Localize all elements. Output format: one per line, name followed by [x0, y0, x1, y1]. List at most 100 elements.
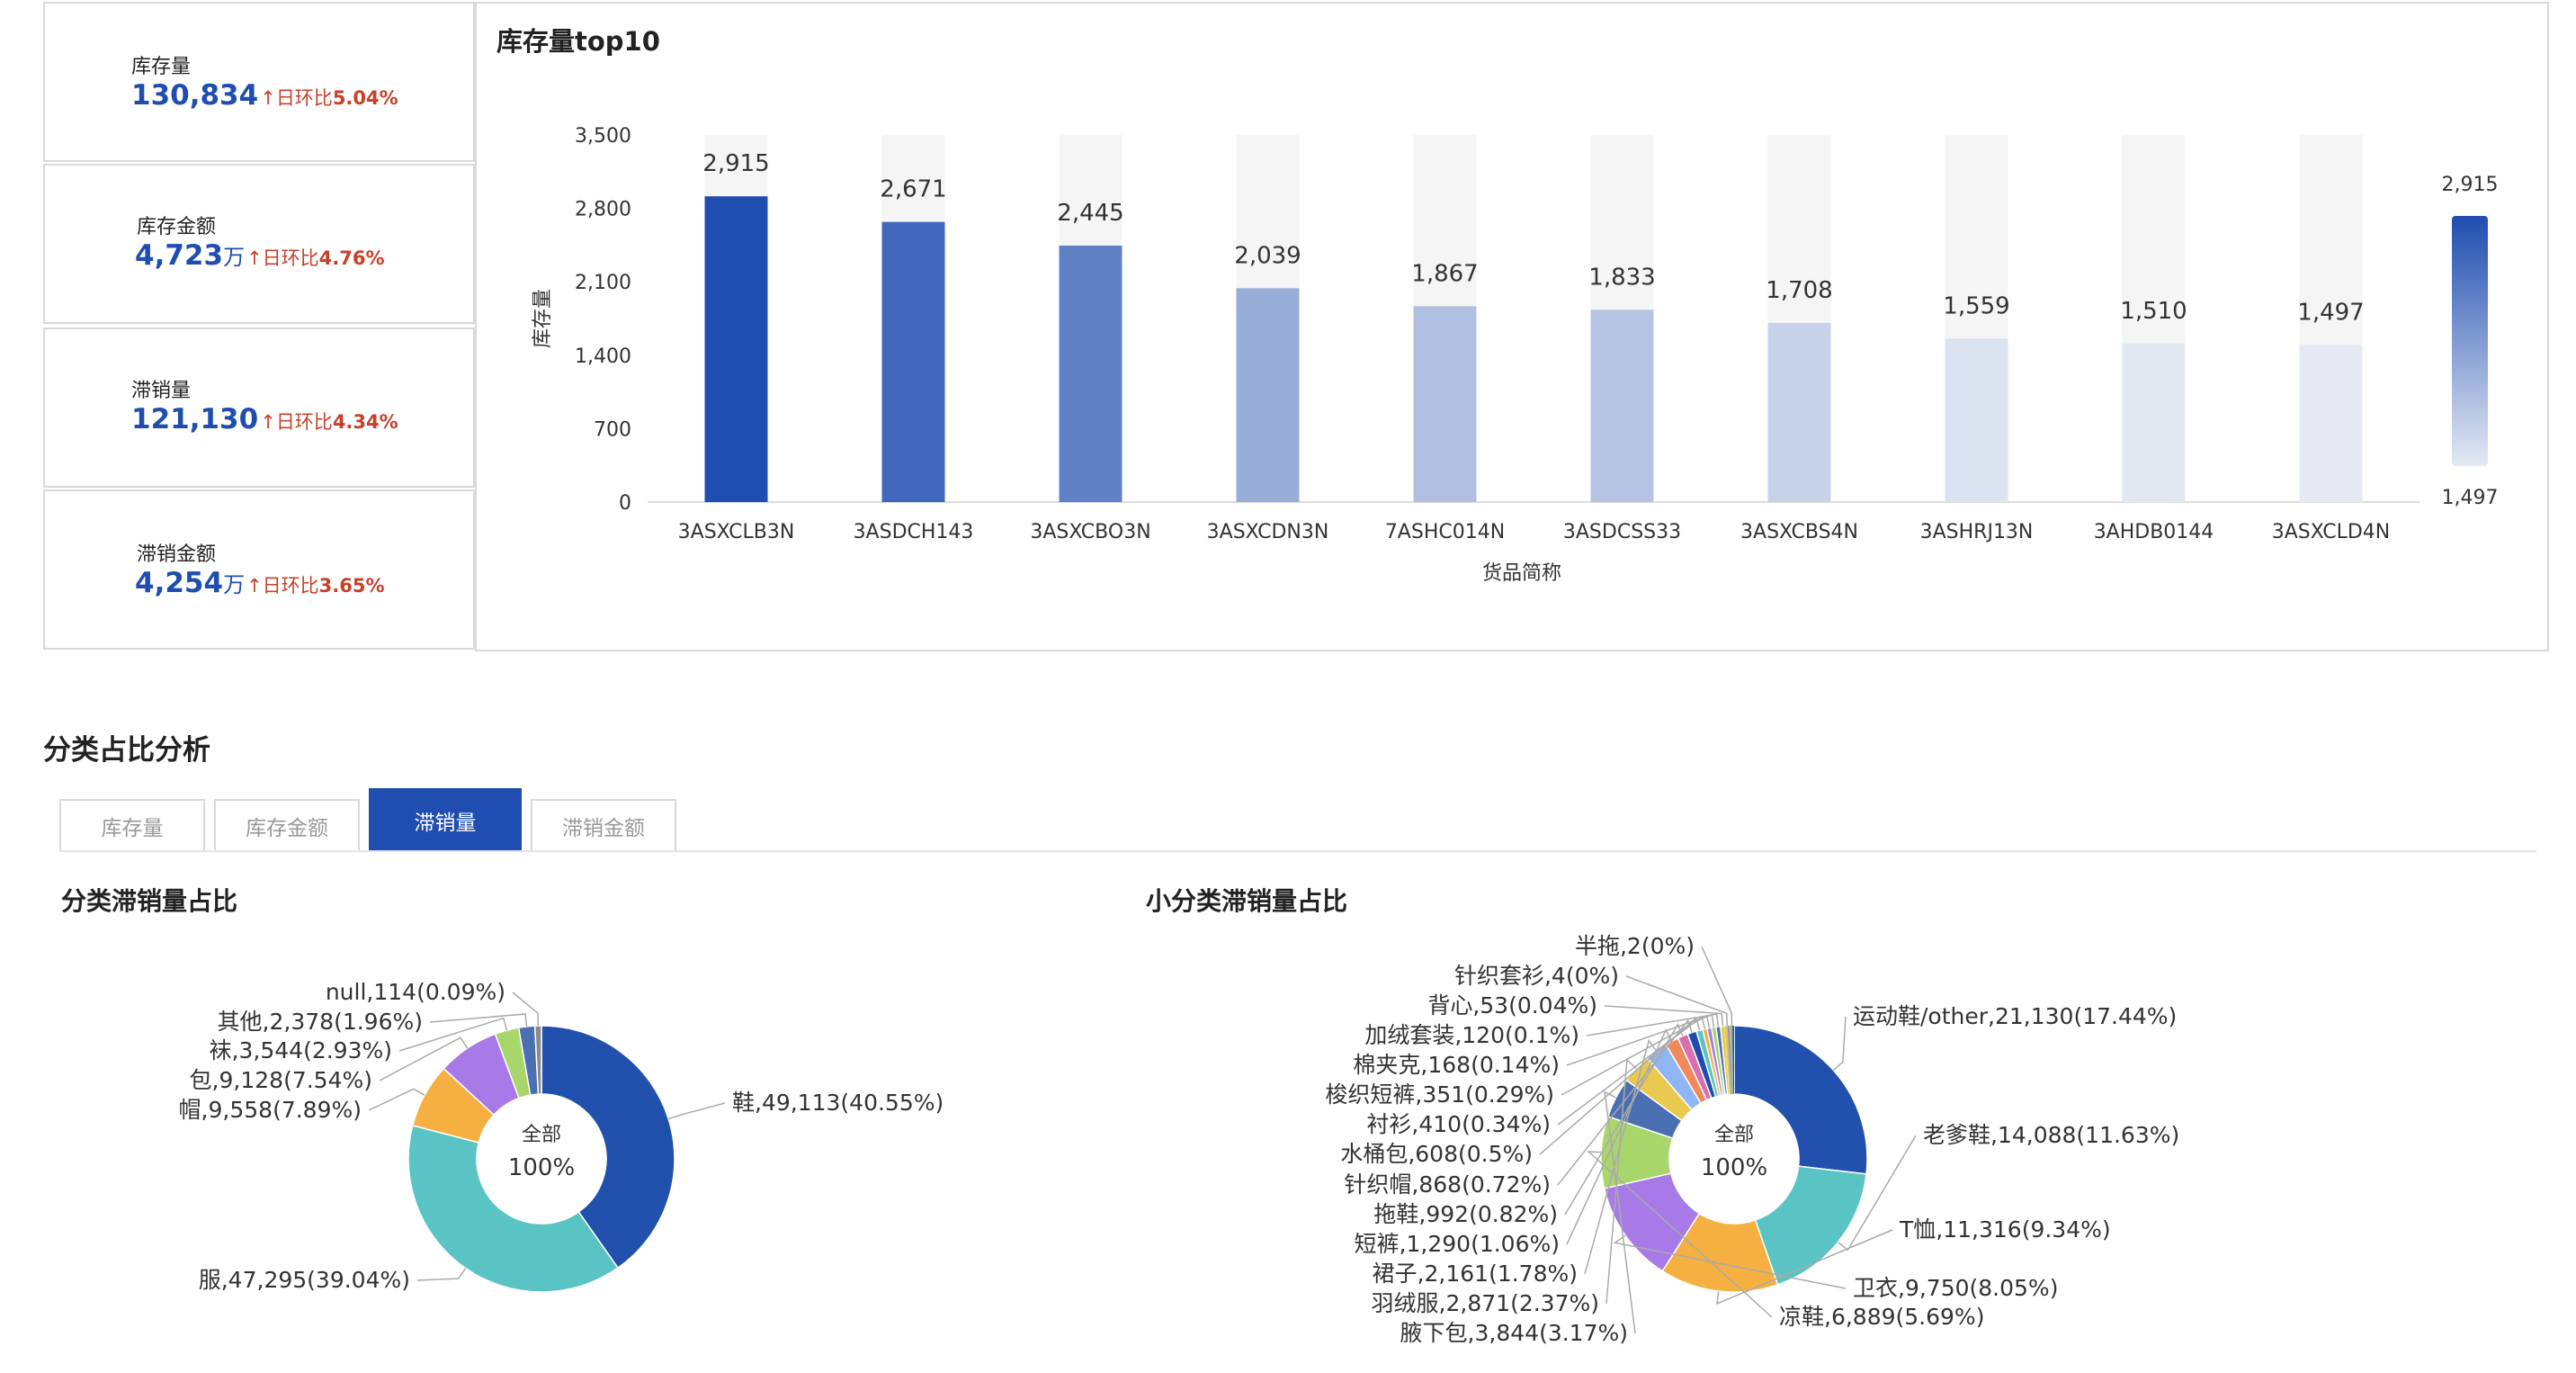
y-axis-label: 库存量 — [532, 289, 554, 348]
donut-center-label: 全部 — [522, 1124, 561, 1146]
donut-slice-label: 针织帽,868(0.72%) — [1344, 1171, 1551, 1198]
donut-slice-label: 拖鞋,992(0.82%) — [1373, 1201, 1558, 1227]
bar[interactable] — [2299, 345, 2363, 502]
donut-slice[interactable] — [1726, 1026, 1731, 1095]
y-tick-label: 1,400 — [575, 345, 631, 368]
kpi-column: 库存量 130,834 ↑ 日环比 5.04% 库存金额 4,723 万 ↑ 日… — [43, 2, 475, 651]
subcategory-donut-chart: 运动鞋/other,21,130(17.44%) 老爹鞋,14,088(11.63… — [1325, 933, 2179, 1346]
kpi-card-unsold-amount[interactable]: 滞销金额 4,254 万 ↑ 日环比 3.65% — [43, 489, 475, 650]
donut-slice-label: null,114(0.09%) — [326, 979, 505, 1005]
label-leader-line — [1832, 1016, 1847, 1072]
donut-slice[interactable] — [1733, 1025, 1868, 1175]
label-leader-line — [1701, 946, 1733, 1027]
x-tick-label: 7ASHC014N — [1385, 521, 1505, 543]
donut-slice[interactable] — [1724, 1026, 1731, 1095]
donut-slice-label: 鞋,49,113(40.55%) — [732, 1090, 944, 1116]
bar-value-labels: 2,915 2,671 2,445 2,039 1,867 1,833 1,708 1,559… — [702, 150, 2364, 326]
kpi-value-row: 4,723 万 ↑ 日环比 4.76% — [135, 239, 385, 272]
label-leader-line — [1606, 1058, 1637, 1305]
y-tick-label: 2,800 — [575, 199, 631, 221]
x-tick-label: 3ASXCDN3N — [1207, 521, 1329, 543]
donut-slice-label: 腋下包,3,844(3.17%) — [1400, 1320, 1628, 1346]
category-pie-title: 分类滞销量占比 — [61, 886, 238, 916]
kpi-card-stock-amount[interactable]: 库存金额 4,723 万 ↑ 日环比 4.76% — [43, 164, 475, 324]
kpi-label: 滞销量 — [131, 380, 192, 402]
donut-slice[interactable] — [533, 1025, 542, 1095]
label-leader-line — [1557, 1019, 1693, 1186]
x-tick-label: 3ASXCBS4N — [1740, 521, 1858, 543]
label-leader-line — [667, 1102, 726, 1120]
donut-slices — [1600, 1025, 1868, 1293]
x-tick-label: 3AHDB0144 — [2094, 521, 2214, 543]
label-leader-line — [398, 1017, 508, 1052]
donut-slice[interactable] — [1727, 1026, 1732, 1095]
bar-value-label: 2,915 — [702, 150, 769, 177]
kpi-value: 4,723 — [135, 239, 224, 272]
label-leader-line — [1613, 1234, 1847, 1289]
visual-map-gradient[interactable] — [2452, 216, 2488, 466]
bar[interactable] — [1945, 338, 2008, 502]
donut-slice-label: 针织套衫,4(0%) — [1454, 963, 1619, 989]
donut-center-label: 全部 — [1714, 1124, 1754, 1146]
bar-value-label: 2,039 — [1234, 242, 1301, 269]
donut-slice[interactable] — [1729, 1026, 1733, 1095]
up-arrow-icon: ↑ — [246, 575, 263, 597]
donut-slice-label: 包,9,128(7.54%) — [190, 1067, 372, 1093]
label-leader-line — [429, 1013, 528, 1027]
kpi-value: 130,834 — [131, 79, 259, 112]
bar-value-label: 1,497 — [2297, 299, 2364, 326]
chart-title: 库存量top10 — [496, 26, 660, 57]
y-tick-label: 0 — [619, 492, 631, 515]
bar-backgrounds — [704, 135, 2363, 502]
donut-slice-label: 服,47,295(39.04%) — [199, 1267, 410, 1293]
donut-center-value: 100% — [1701, 1154, 1767, 1181]
label-leader-line — [379, 1036, 469, 1081]
up-arrow-icon: ↑ — [246, 247, 263, 269]
label-leader-line — [512, 992, 540, 1027]
donut-slice[interactable] — [541, 1025, 675, 1270]
donut-labels: 鞋,49,113(40.55%) 服,47,295(39.04%) 帽,9,558(… — [179, 979, 944, 1293]
kpi-label: 库存量 — [131, 56, 192, 78]
y-tick-label: 2,100 — [575, 272, 631, 294]
x-tick-label: 3ASDCH143 — [854, 521, 974, 543]
label-leader-line — [1587, 1151, 1773, 1318]
kpi-value-row: 121,130 ↑ 日环比 4.34% — [131, 403, 398, 435]
kpi-compare-label: 日环比 — [262, 575, 319, 597]
donut-slice-label: 背心,53(0.04%) — [1427, 992, 1597, 1019]
bar[interactable] — [1413, 306, 1477, 502]
bar[interactable] — [1590, 310, 1654, 502]
bar[interactable] — [2122, 343, 2186, 502]
donut-slice-label: 短裤,1,290(1.06%) — [1355, 1231, 1560, 1257]
donut-slice-label: 衬衫,410(0.34%) — [1366, 1111, 1551, 1137]
donut-slice[interactable] — [1754, 1165, 1867, 1286]
kpi-compare-label: 日环比 — [275, 411, 333, 433]
kpi-compare-value: 3.65% — [318, 575, 385, 597]
donut-slice-label: 卫衣,9,750(8.05%) — [1853, 1275, 2058, 1301]
y-tick-label: 700 — [594, 418, 631, 441]
donut-slice-label: 棉夹克,168(0.14%) — [1353, 1052, 1560, 1078]
x-tick-label: 3ASXCLB3N — [678, 521, 795, 543]
donut-slice[interactable] — [407, 1124, 620, 1293]
donut-slice[interactable] — [1731, 1026, 1734, 1095]
bar[interactable] — [1236, 288, 1300, 502]
bar-value-label: 1,708 — [1766, 277, 1832, 304]
tab-underline — [59, 850, 2536, 852]
label-leader-line — [1625, 975, 1729, 1027]
kpi-label: 库存金额 — [137, 216, 217, 238]
kpi-card-unsold-qty[interactable]: 滞销量 121,130 ↑ 日环比 4.34% — [43, 328, 475, 488]
bar[interactable] — [881, 221, 945, 503]
bar[interactable] — [704, 196, 768, 503]
section-title: 分类占比分析 — [43, 734, 210, 767]
tab-stock-qty[interactable]: 库存量 — [59, 799, 205, 851]
kpi-card-stock-qty[interactable]: 库存量 130,834 ↑ 日环比 5.04% — [43, 2, 475, 162]
bar[interactable] — [1059, 245, 1123, 502]
donut-slice-label: 半拖,2(0%) — [1575, 933, 1695, 959]
bar[interactable] — [1767, 322, 1831, 502]
up-arrow-icon: ↑ — [260, 87, 276, 109]
tab-unsold-amount[interactable]: 滞销金额 — [531, 799, 676, 851]
bar-value-label: 2,445 — [1057, 200, 1123, 227]
donut-slice-label: 水桶包,608(0.5%) — [1340, 1141, 1533, 1167]
donut-slice[interactable] — [1732, 1026, 1734, 1095]
tab-unsold-qty[interactable]: 滞销量 — [369, 788, 522, 851]
tab-stock-amount[interactable]: 库存金额 — [214, 799, 360, 851]
